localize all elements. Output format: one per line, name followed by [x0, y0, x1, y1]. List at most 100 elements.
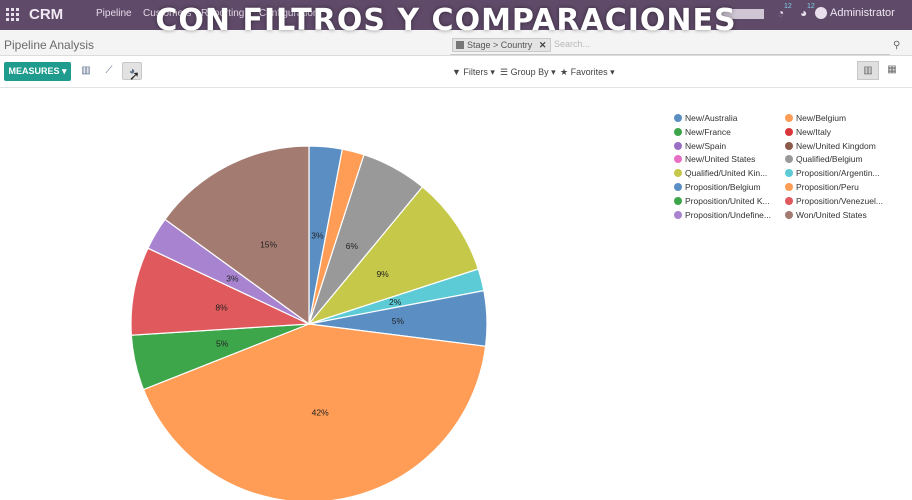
legend-label: Proposition/Peru [796, 182, 859, 192]
legend-label: Proposition/Undefine... [685, 209, 771, 220]
legend-label: New/Spain [685, 140, 727, 151]
slice-percent-label: 42% [312, 407, 329, 417]
legend-swatch [674, 127, 682, 136]
search-facet[interactable]: Stage > Country ✕ [452, 38, 552, 52]
legend-swatch [674, 155, 682, 164]
legend-label: Proposition/United K... [685, 195, 770, 206]
legend-swatch [674, 210, 682, 219]
slice-percent-label: 9% [376, 269, 389, 279]
slice-percent-label: 5% [392, 316, 405, 326]
legend-swatch [674, 196, 682, 205]
legend-item[interactable]: New/Spain [674, 141, 726, 151]
legend-swatch [785, 183, 793, 191]
legend-swatch [674, 169, 682, 178]
pie-slice[interactable] [307, 186, 480, 326]
legend-item[interactable]: New/Belgium [785, 113, 846, 123]
legend-item[interactable]: Proposition/Undefine... [674, 210, 771, 220]
pivot-view-icon[interactable]: ▦ [887, 64, 897, 75]
pie-slice[interactable] [130, 247, 310, 336]
legend-label: New/United Kingdom [796, 140, 876, 151]
app-grid-icon[interactable] [6, 8, 19, 21]
legend-label: Proposition/Venezuel... [796, 195, 883, 206]
legend-item[interactable]: New/France [674, 127, 731, 137]
legend-swatch [785, 114, 793, 122]
mouse-pointer-icon: ➚ [129, 68, 140, 83]
pie-slice[interactable] [164, 145, 310, 326]
slice-percent-label: 3% [311, 230, 324, 240]
legend-item[interactable]: Proposition/Belgium [674, 182, 761, 192]
legend-item[interactable]: New/Italy [785, 127, 831, 137]
legend-label: New/Belgium [796, 113, 847, 123]
line-chart-icon[interactable]: ⟋ [105, 65, 113, 76]
graph-view-icon[interactable]: ▥ [857, 61, 879, 80]
legend-item[interactable]: Proposition/United K... [674, 196, 770, 206]
search-icon[interactable]: ⚲ [893, 40, 901, 51]
pie-chart-icon[interactable]: ◕ [122, 62, 142, 80]
legend-label: New/France [685, 126, 731, 137]
slice-percent-label: 5% [216, 338, 229, 348]
legend-item[interactable]: Proposition/Argentin... [785, 168, 880, 178]
legend-swatch [674, 114, 682, 122]
video-caption-title: CON FILTROS Y COMPARACIONES [155, 3, 737, 38]
chat-icon[interactable]: ◔ 12 [777, 3, 792, 20]
slice-percent-label: 15% [260, 240, 277, 250]
groupby-button[interactable]: ☰ Group By ▾ [500, 67, 556, 78]
facet-label: Stage > Country [467, 40, 533, 50]
activity-icon[interactable]: ◕ 12 [800, 3, 815, 20]
legend-label: Proposition/Argentin... [796, 168, 880, 179]
menu-configuration[interactable]: Configuration [259, 8, 319, 19]
legend-swatch [785, 141, 793, 150]
legend-item[interactable]: New/United Kingdom [785, 141, 876, 151]
filters-button[interactable]: ▼ Filters ▾ [452, 67, 495, 78]
legend-label: Proposition/Belgium [685, 182, 761, 192]
filter-icon: ▼ [452, 67, 464, 77]
activity-count: 12 [807, 3, 815, 10]
star-icon: ★ [560, 67, 571, 77]
facet-remove-icon[interactable]: ✕ [538, 40, 547, 50]
slice-percent-label: 3% [226, 274, 239, 284]
menu-customers[interactable]: Customers [143, 8, 192, 19]
bar-chart-icon[interactable]: ▥ [81, 65, 91, 76]
menu-pipeline[interactable]: Pipeline [96, 8, 132, 19]
legend-item[interactable]: Qualified/United Kin... [674, 168, 767, 178]
groupby-icon: ☰ [500, 67, 511, 77]
avatar[interactable] [815, 7, 827, 19]
graph-toolbar: MEASURES ▾ ▥ ⟋ ◕ ▼ Filters ▾ ☰ Group By … [0, 56, 912, 88]
legend-item[interactable]: Won/United States [785, 210, 867, 220]
slice-percent-label: 2% [389, 297, 402, 307]
legend-item[interactable]: Qualified/Belgium [785, 154, 863, 164]
legend-swatch [674, 183, 682, 191]
slice-percent-label: 8% [215, 302, 228, 312]
slice-percent-label: 6% [346, 241, 359, 251]
legend-swatch [785, 127, 793, 136]
legend-swatch [785, 196, 793, 205]
measures-button[interactable]: MEASURES ▾ [4, 62, 71, 81]
legend-label: New/Italy [796, 126, 831, 137]
pie-slice[interactable] [142, 323, 487, 500]
search-underline [450, 54, 890, 55]
legend-swatch [785, 155, 793, 164]
chat-count: 12 [784, 3, 792, 10]
legend-swatch [674, 141, 682, 150]
groupby-label: Group By ▾ [510, 67, 556, 77]
legend-label: New/Australia [685, 113, 738, 123]
legend-label: Qualified/United Kin... [685, 168, 768, 179]
legend-item[interactable]: New/Australia [674, 113, 737, 123]
legend-item[interactable]: Proposition/Venezuel... [785, 196, 883, 206]
legend-label: Won/United States [796, 209, 867, 220]
control-panel: Pipeline Analysis Stage > Country ✕ Sear… [0, 30, 912, 56]
user-menu[interactable]: Administrator [830, 7, 895, 19]
legend-item[interactable]: New/United States [674, 154, 755, 164]
top-navbar: CRM Pipeline Customers Reporting Configu… [0, 0, 912, 30]
search-input[interactable]: Search... [554, 39, 591, 49]
app-name[interactable]: CRM [29, 6, 64, 23]
legend-item[interactable]: Proposition/Peru [785, 182, 859, 192]
favorites-label: Favorites ▾ [570, 67, 615, 77]
legend-swatch [785, 210, 793, 219]
legend-swatch [785, 169, 793, 178]
company-switcher[interactable] [718, 9, 764, 19]
legend-label: New/United States [685, 154, 756, 165]
favorites-button[interactable]: ★ Favorites ▾ [560, 67, 615, 78]
menu-reporting[interactable]: Reporting [201, 8, 245, 19]
legend-label: Qualified/Belgium [796, 154, 863, 165]
